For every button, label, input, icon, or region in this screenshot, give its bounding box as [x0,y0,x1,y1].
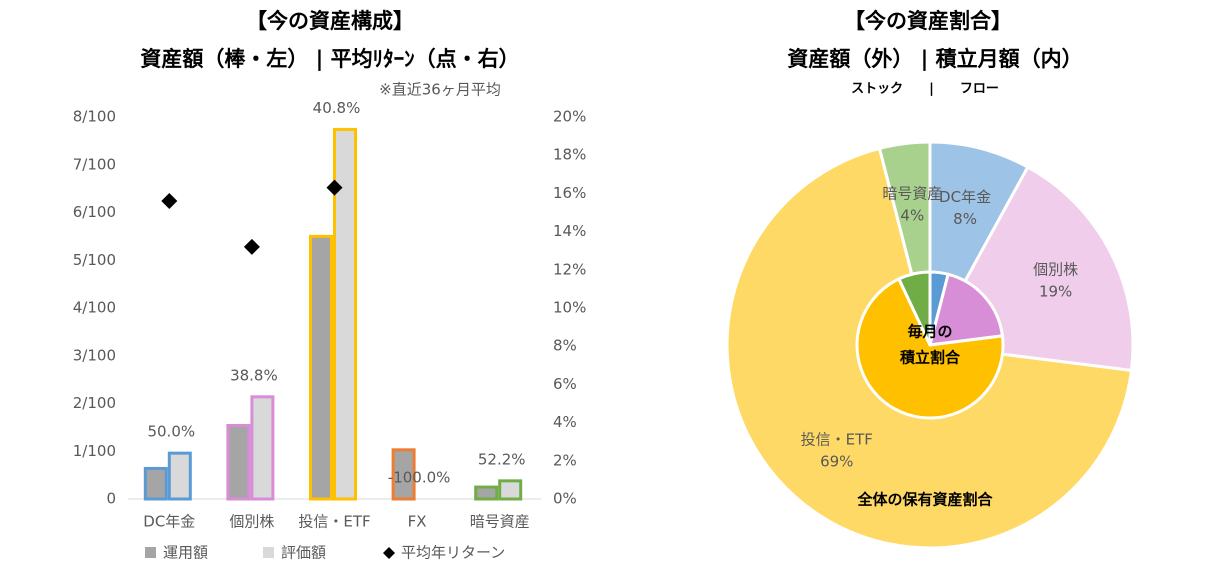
bar [333,127,357,501]
annotation: 52.2% [478,450,526,468]
y-tick-label: 6/100 [73,203,116,221]
chart-title: 【今の資産構成】 [246,9,414,33]
slice-label: 19% [1039,282,1072,300]
y2-tick-label: 4% [553,413,577,431]
y-tick-label: 3/100 [73,346,116,364]
pie-slice [896,270,932,346]
pie-slice [927,272,1005,347]
slice-label: 8% [953,210,977,228]
center-label: 毎月の [907,323,952,341]
bar [474,485,499,501]
x-tick-label: DC年金 [143,513,195,531]
chart-subtitle: 資産額（外） | 積立月額（内） [787,47,1082,72]
slice-category: 投信・ETF [801,430,873,448]
legend-marker [145,547,156,558]
y-tick-label: 5/100 [73,251,116,269]
legend-label: 運用額 [163,544,208,562]
slice-label: 69% [820,452,853,470]
slice-category: DC年金 [939,188,991,206]
y2-tick-label: 18% [553,146,586,164]
legend-label: 平均年リターン [401,544,505,562]
y2-tick-label: 0% [553,490,577,508]
slice-category: 暗号資産 [882,185,942,203]
annotation: 50.0% [147,423,195,441]
footer-label: 全体の保有資産割合 [856,491,993,509]
chart-subtitle: 資産額（棒・左） | 平均ﾘﾀｰﾝ（点・右） [140,47,519,72]
y2-tick-label: 10% [553,299,586,317]
legend-marker [263,547,274,558]
x-tick-label: 個別株 [229,513,274,531]
chart-note: ストック | フロー [851,82,999,97]
y-tick-label: 7/100 [73,155,116,173]
annotation: 38.8% [230,366,278,384]
bar [498,479,523,501]
slice-label: 4% [900,207,924,225]
point [161,193,178,210]
bar [143,466,168,501]
y-tick-label: 2/100 [73,394,116,412]
point [326,179,343,196]
y2-tick-label: 20% [553,108,586,126]
x-tick-label: 投信・ETF [298,513,370,531]
chart-note: ※直近36ヶ月平均 [379,81,501,99]
annotation: -100.0% [388,469,451,487]
y2-tick-label: 6% [553,375,577,393]
y2-tick-label: 16% [553,184,586,202]
center-label: 積立割合 [899,349,961,367]
legend-marker [383,547,395,559]
y-tick-label: 8/100 [73,108,116,126]
annotation: 40.8% [313,99,361,117]
bar [167,451,192,501]
legend-label: 評価額 [281,544,326,562]
y2-tick-label: 2% [553,451,577,469]
chart-title: 【今の資産割合】 [844,9,1012,33]
y-tick-label: 0 [106,490,116,508]
y2-tick-label: 12% [553,260,586,278]
y-tick-label: 4/100 [73,299,116,317]
y2-tick-label: 14% [553,222,586,240]
bar [391,448,416,501]
slice-category: 個別株 [1033,260,1078,278]
x-tick-label: 暗号資産 [470,513,530,531]
point [243,238,260,255]
bar [226,423,251,501]
x-tick-label: FX [408,513,427,531]
bar [309,234,333,501]
y2-tick-label: 8% [553,337,577,355]
pie-slice [855,276,1005,420]
y-tick-label: 1/100 [73,442,116,460]
bar [250,395,275,501]
